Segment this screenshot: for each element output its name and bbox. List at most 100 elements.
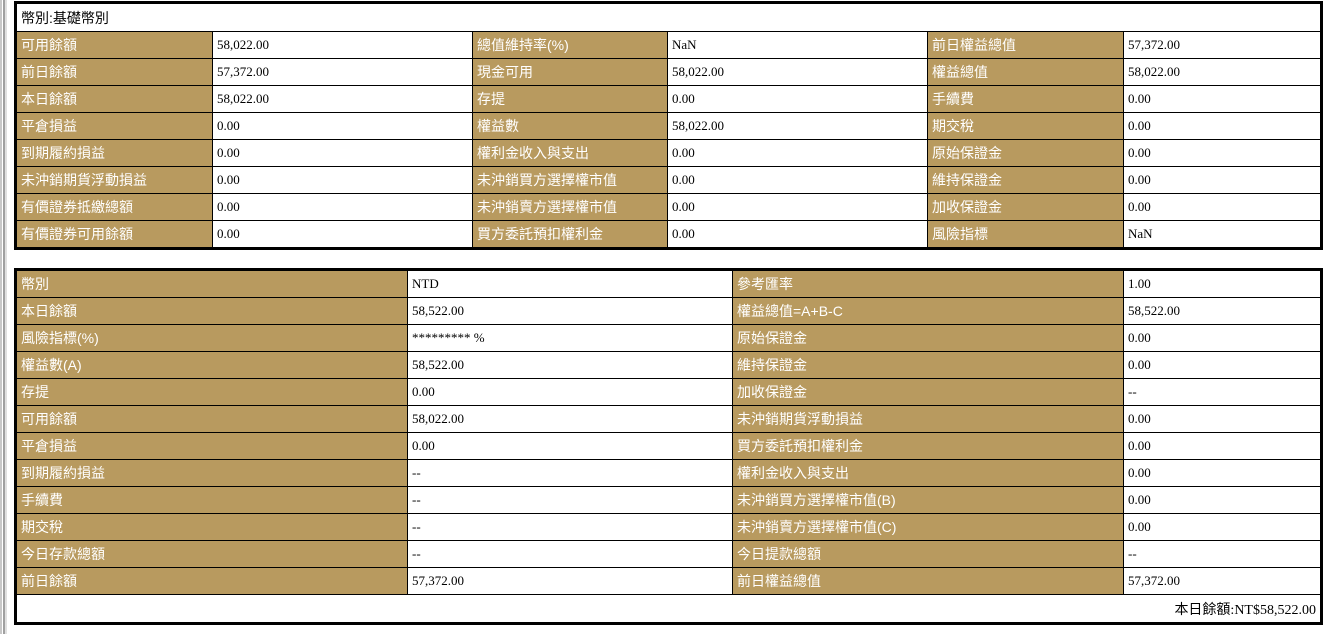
- field-value: 0.00: [667, 193, 928, 221]
- field-value: 0.00: [667, 139, 928, 167]
- field-label: 有價證券抵繳總額: [15, 193, 213, 221]
- field-label: 參考匯率: [732, 269, 1124, 298]
- field-label: 有價證券可用餘額: [15, 220, 213, 249]
- field-value: 0.00: [407, 378, 733, 406]
- field-value: 58,022.00: [407, 405, 733, 433]
- field-label: 今日提款總額: [732, 540, 1124, 568]
- field-label: 權益數: [472, 112, 668, 140]
- table-row: 前日餘額 57,372.00 現金可用 58,022.00 權益總值 58,022.00: [15, 58, 1322, 86]
- field-label: 本日餘額: [15, 297, 408, 325]
- table-row: 可用餘額 58,022.00 未沖銷期貨浮動損益 0.00: [15, 405, 1322, 433]
- field-value: --: [407, 459, 733, 487]
- field-label: 到期履約損益: [15, 459, 408, 487]
- table-row: 到期履約損益 0.00 權利金收入與支出 0.00 原始保證金 0.00: [15, 139, 1322, 167]
- currency-detail-table: 幣別 NTD 參考匯率 1.00 本日餘額 58,522.00 權益總值=A+B-C 58,5…: [14, 268, 1323, 625]
- field-value: --: [407, 513, 733, 541]
- field-value: 58,022.00: [667, 112, 928, 140]
- field-value: 0.00: [1123, 459, 1322, 487]
- field-value: ********* %: [407, 324, 733, 352]
- field-label: 買方委託預扣權利金: [732, 432, 1124, 460]
- field-value: NTD: [407, 269, 733, 298]
- field-value: --: [407, 540, 733, 568]
- field-label: 總值維持率(%): [472, 31, 668, 59]
- field-label: 手續費: [15, 486, 408, 514]
- table-row: 存提 0.00 加收保證金 --: [15, 378, 1322, 406]
- field-value: 57,372.00: [407, 567, 733, 595]
- field-label: 平倉損益: [15, 112, 213, 140]
- field-label: 期交稅: [15, 513, 408, 541]
- field-label: 風險指標: [927, 220, 1124, 249]
- table-row: 權益數(A) 58,522.00 維持保證金 0.00: [15, 351, 1322, 379]
- field-label: 可用餘額: [15, 405, 408, 433]
- table-row: 風險指標(%) ********* % 原始保證金 0.00: [15, 324, 1322, 352]
- field-value: 0.00: [212, 193, 473, 221]
- field-value: 58,022.00: [212, 85, 473, 113]
- field-label: 存提: [472, 85, 668, 113]
- field-value: 58,522.00: [1123, 297, 1322, 325]
- field-value: 0.00: [1123, 432, 1322, 460]
- table-row: 幣別 NTD 參考匯率 1.00: [15, 269, 1322, 298]
- table-row: 期交稅 -- 未沖銷賣方選擇權市值(C) 0.00: [15, 513, 1322, 541]
- field-label: 平倉損益: [15, 432, 408, 460]
- field-label: 權利金收入與支出: [732, 459, 1124, 487]
- field-label: 權益數(A): [15, 351, 408, 379]
- field-value: 0.00: [667, 85, 928, 113]
- field-value: 0.00: [1123, 486, 1322, 514]
- field-value: 0.00: [1123, 513, 1322, 541]
- table-row: 手續費 -- 未沖銷買方選擇權市值(B) 0.00: [15, 486, 1322, 514]
- field-label: 未沖銷買方選擇權市值(B): [732, 486, 1124, 514]
- field-label: 維持保證金: [732, 351, 1124, 379]
- table-row: 有價證券抵繳總額 0.00 未沖銷賣方選擇權市值 0.00 加收保證金 0.00: [15, 193, 1322, 221]
- table-row: 今日存款總額 -- 今日提款總額 --: [15, 540, 1322, 568]
- field-label: 前日餘額: [15, 567, 408, 595]
- field-label: 前日權益總值: [927, 31, 1124, 59]
- table-row: 未沖銷期貨浮動損益 0.00 未沖銷買方選擇權市值 0.00 維持保證金 0.00: [15, 166, 1322, 194]
- field-value: 0.00: [1123, 139, 1322, 167]
- field-label: 前日權益總值: [732, 567, 1124, 595]
- field-label: 未沖銷買方選擇權市值: [472, 166, 668, 194]
- field-label: 原始保證金: [732, 324, 1124, 352]
- field-value: 0.00: [1123, 166, 1322, 194]
- table-row: 到期履約損益 -- 權利金收入與支出 0.00: [15, 459, 1322, 487]
- field-label: 加收保證金: [732, 378, 1124, 406]
- field-label: 存提: [15, 378, 408, 406]
- field-label: 買方委託預扣權利金: [472, 220, 668, 249]
- field-label: 現金可用: [472, 58, 668, 86]
- field-label: 加收保證金: [927, 193, 1124, 221]
- field-value: --: [1123, 540, 1322, 568]
- field-value: NaN: [667, 31, 928, 59]
- field-value: --: [1123, 378, 1322, 406]
- field-label: 維持保證金: [927, 166, 1124, 194]
- field-label: 原始保證金: [927, 139, 1124, 167]
- field-label: 本日餘額: [15, 85, 213, 113]
- field-value: 58,022.00: [667, 58, 928, 86]
- field-value: 0.00: [212, 166, 473, 194]
- field-label: 手續費: [927, 85, 1124, 113]
- field-value: 0.00: [1123, 351, 1322, 379]
- field-value: 0.00: [212, 112, 473, 140]
- table-row: 平倉損益 0.00 權益數 58,022.00 期交稅 0.00: [15, 112, 1322, 140]
- field-label: 風險指標(%): [15, 324, 408, 352]
- field-label: 到期履約損益: [15, 139, 213, 167]
- field-value: 58,522.00: [407, 351, 733, 379]
- field-value: 0.00: [667, 220, 928, 249]
- field-label: 可用餘額: [15, 31, 213, 59]
- field-value: 0.00: [1123, 405, 1322, 433]
- field-label: 權益總值=A+B-C: [732, 297, 1124, 325]
- field-label: 權利金收入與支出: [472, 139, 668, 167]
- table-row: 有價證券可用餘額 0.00 買方委託預扣權利金 0.00 風險指標 NaN: [15, 220, 1322, 249]
- field-value: --: [407, 486, 733, 514]
- table-row: 前日餘額 57,372.00 前日權益總值 57,372.00: [15, 567, 1322, 595]
- field-label: 權益總值: [927, 58, 1124, 86]
- field-value: 58,022.00: [212, 31, 473, 59]
- field-value: 58,022.00: [1123, 58, 1322, 86]
- summary-title: 幣別:基礎幣別: [15, 2, 1322, 32]
- today-balance-total: 本日餘額:NT$58,522.00: [15, 594, 1322, 624]
- field-value: 0.00: [407, 432, 733, 460]
- field-label: 期交稅: [927, 112, 1124, 140]
- window-edge: [0, 0, 7, 634]
- field-value: 57,372.00: [1123, 31, 1322, 59]
- field-value: 57,372.00: [212, 58, 473, 86]
- field-label: 未沖銷賣方選擇權市值: [472, 193, 668, 221]
- table-row: 本日餘額 58,522.00 權益總值=A+B-C 58,522.00: [15, 297, 1322, 325]
